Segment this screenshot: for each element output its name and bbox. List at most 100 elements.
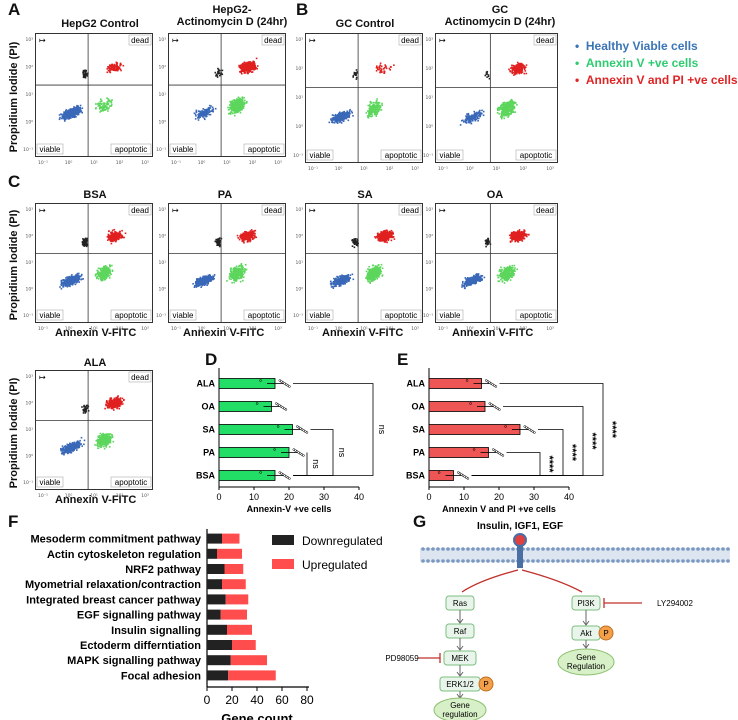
viable-point: [77, 276, 80, 278]
dead-point: [110, 240, 112, 243]
annexin-point: [110, 102, 113, 104]
annexin-point: [97, 105, 100, 107]
annexin-point: [107, 270, 110, 273]
annexin-point: [372, 101, 375, 104]
xlabel-oa: Annexin V-FITC: [452, 327, 534, 339]
corner-arrow-icon: ↦: [39, 206, 46, 215]
annexin-point: [378, 109, 381, 111]
viable-point: [74, 279, 77, 281]
annexin-point: [503, 108, 506, 110]
viable-point: [75, 274, 77, 276]
annexin-point: [239, 100, 242, 102]
viable-point: [343, 117, 345, 119]
dead-point: [251, 71, 254, 73]
x-tick-label: 10²: [249, 160, 257, 166]
dead-point: [109, 237, 111, 239]
annexin-point: [508, 108, 510, 111]
viable-point: [478, 110, 480, 113]
y-tick-label: 10²: [158, 65, 166, 71]
dead-point: [115, 231, 117, 233]
viable-point: [206, 111, 209, 114]
black-point: [488, 77, 491, 80]
dead-point: [240, 237, 243, 240]
corner-arrow-icon: ↦: [309, 36, 316, 45]
viable-point: [334, 113, 337, 116]
black-point: [216, 76, 219, 78]
dead-point: [114, 238, 116, 241]
viable-point: [66, 285, 69, 288]
annexin-point: [235, 270, 237, 273]
black-point: [218, 237, 221, 239]
annexin-point: [103, 105, 106, 107]
annexin-point: [512, 110, 514, 113]
annexin-point: [237, 272, 239, 274]
dead-point: [518, 72, 521, 75]
annexin-point: [228, 278, 231, 280]
annexin-point: [370, 101, 372, 104]
viable-point: [81, 107, 84, 109]
dead-point: [251, 232, 253, 234]
viable-point: [339, 121, 341, 124]
viable-point: [195, 115, 197, 117]
annexin-point: [509, 106, 512, 109]
annexin-point: [101, 277, 103, 280]
apoptotic-label-box: [110, 309, 152, 321]
annexin-point: [504, 107, 506, 109]
annexin-point: [369, 109, 372, 111]
dead-point: [242, 239, 245, 242]
annexin-point: [94, 107, 97, 110]
dead-point: [253, 63, 256, 65]
viable-point: [76, 113, 78, 115]
dead-point: [115, 61, 118, 64]
viable-point: [70, 117, 72, 119]
viable-point: [477, 115, 480, 117]
viable-point: [203, 117, 206, 120]
viable-point: [333, 277, 335, 280]
viable-point: [76, 280, 78, 283]
dead-point: [114, 240, 117, 243]
dead-point: [254, 66, 256, 69]
annexin-point: [98, 108, 101, 110]
dead-point: [247, 238, 249, 240]
viable-point: [339, 112, 342, 115]
annexin-point: [232, 107, 235, 109]
dead-point: [519, 69, 521, 72]
dead-point: [109, 69, 111, 72]
annexin-point: [102, 109, 104, 111]
viable-point: [61, 281, 64, 284]
viable-point: [469, 118, 471, 121]
black-point: [218, 241, 221, 243]
dead-point: [114, 69, 116, 72]
x-tick-label: 10²: [116, 160, 124, 166]
flow-points: [328, 62, 395, 124]
annexin-point: [243, 97, 245, 99]
annexin-point: [233, 281, 235, 284]
y-tick-label: 10⁻¹: [423, 153, 433, 159]
annexin-point: [503, 101, 505, 104]
apoptotic-label: apoptotic: [385, 151, 417, 160]
dead-point: [249, 70, 251, 73]
viable-point: [468, 117, 470, 119]
viable-point: [194, 118, 197, 120]
viable-point: [335, 115, 337, 118]
dead-point: [241, 240, 244, 243]
viable-point: [75, 281, 78, 284]
annexin-point: [108, 274, 111, 277]
black-point: [484, 74, 487, 77]
y-tick-label: 10¹: [25, 260, 33, 266]
dead-point: [384, 64, 386, 66]
dead-point: [252, 65, 255, 67]
black-point: [487, 74, 490, 76]
dead-point: [243, 63, 245, 66]
x-tick-label: 10⁰: [198, 160, 206, 166]
annexin-point: [504, 109, 506, 112]
black-point: [216, 238, 219, 240]
black-point: [219, 239, 222, 242]
dead-point: [254, 234, 256, 237]
viable-point: [71, 277, 73, 279]
annexin-point: [240, 266, 243, 268]
annexin-point: [97, 102, 100, 105]
annexin-point: [239, 280, 242, 283]
viable-label-box: [306, 149, 334, 161]
dead-point: [111, 236, 114, 239]
